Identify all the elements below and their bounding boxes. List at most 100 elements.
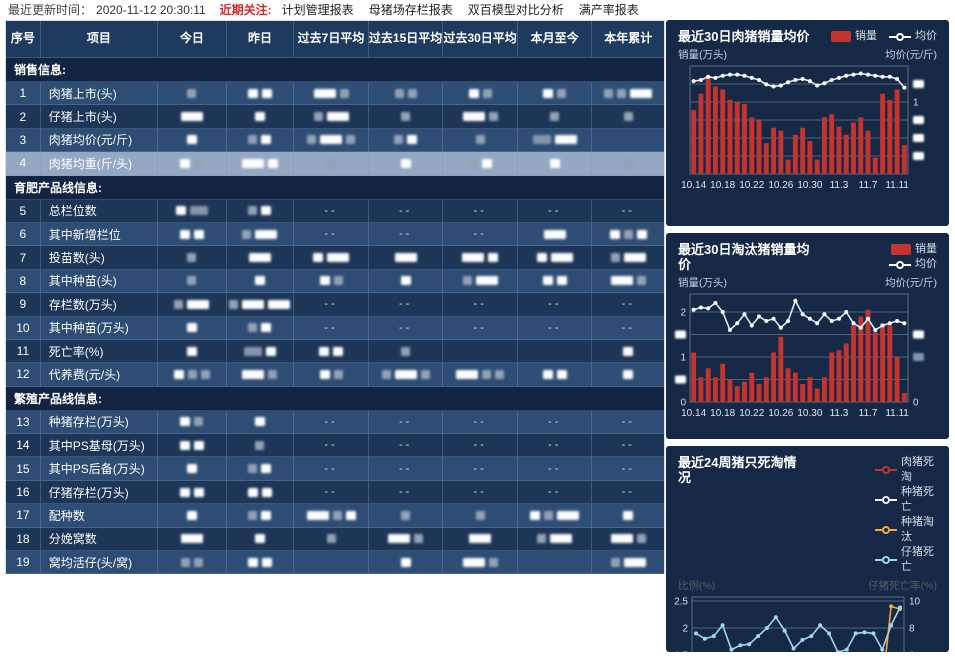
value-cell (517, 222, 593, 247)
legend-item-0[interactable]: 销量 (891, 242, 937, 257)
redacted-value (306, 510, 329, 520)
value-cell (592, 527, 665, 552)
table-row-13[interactable]: 13 种猪存栏(万头) -- -- -- -- -- (6, 410, 665, 435)
value-cell (517, 269, 593, 294)
redacted-value (610, 557, 620, 567)
table-row-7[interactable]: 7 投苗数(头) (6, 246, 665, 270)
table-row-14[interactable]: 14 其中PS基母(万头) -- -- -- -- -- (6, 434, 665, 458)
value-cell (517, 339, 593, 364)
redacted-dash: -- (324, 439, 338, 452)
topbar-link-2[interactable]: 双百模型对比分析 (467, 3, 564, 17)
redacted-value (394, 253, 417, 263)
table-row-16[interactable]: 16 仔猪存栏(万头) -- -- -- -- -- (6, 480, 665, 505)
redacted-value (549, 158, 560, 168)
value-cell (226, 105, 295, 129)
bar-line-chart[interactable]: 1 10.14 10.18 10.22 10.26 10.30 11.3 11.7 11.11 (666, 62, 949, 212)
row-label: 肉猪上市(头) (40, 82, 159, 106)
table-row-10[interactable]: 10 其中种苗(万头) -- -- -- -- -- (6, 316, 665, 340)
value-cell (158, 128, 227, 153)
table-row-11[interactable]: 11 死亡率(%) (6, 339, 665, 364)
svg-text:11.3: 11.3 (830, 408, 849, 419)
topbar-link-3[interactable]: 满产率报表 (578, 3, 639, 17)
value-cell: -- (517, 316, 593, 340)
redacted-value (187, 369, 197, 379)
topbar-link-0[interactable]: 计划管理报表 (281, 3, 354, 17)
redacted-value (254, 276, 265, 286)
value-cell (368, 105, 444, 129)
value-cell (368, 128, 444, 153)
table-row-15[interactable]: 15 其中PS后备(万头) -- -- -- -- -- (6, 457, 665, 481)
table-row-4[interactable]: 4 肉猪均重(斤/头) (6, 152, 665, 176)
legend-label: 肉猪死淘 (901, 456, 934, 483)
legend-label: 仔猪死亡 (901, 546, 934, 573)
row-label: 总栏位数 (40, 199, 159, 223)
row-number: 12 (6, 363, 41, 387)
redacted-dash: -- (621, 321, 635, 334)
value-cell: -- (294, 293, 369, 317)
legend-item-1[interactable]: 均价 (889, 257, 937, 272)
redacted-value (550, 253, 573, 263)
row-number: 10 (6, 316, 41, 340)
multiline-chart[interactable]: 2.5 10 2 8 1.5 6 (666, 593, 949, 652)
value-cell: -- (517, 480, 593, 505)
topbar-link-1[interactable]: 母猪场存栏报表 (368, 3, 453, 17)
legend-item-0[interactable]: 销量 (831, 29, 877, 44)
value-cell (517, 105, 593, 129)
table-row-9[interactable]: 9 存栏数(万头) -- -- -- -- -- (6, 293, 665, 317)
table-row-1[interactable]: 1 肉猪上市(头) (6, 82, 665, 106)
bar-line-chart[interactable]: 210 010.14 10.18 10.22 10.26 10.30 11.3 11.7 11.… (666, 290, 949, 439)
redacted-value (180, 112, 203, 122)
legend-item-1[interactable]: 种猪死亡 (875, 485, 937, 515)
row-label: 其中PS后备(万头) (40, 457, 159, 481)
redacted-dash: -- (473, 486, 487, 499)
redacted-value (394, 88, 404, 98)
legend-item-0[interactable]: 肉猪死淘 (875, 455, 937, 485)
legend-linedot-icon (875, 496, 897, 504)
table-row-12[interactable]: 12 代养费(元/头) (6, 363, 665, 387)
redacted-value (623, 369, 634, 379)
table-row-6[interactable]: 6 其中新增栏位 -- -- -- (6, 222, 665, 247)
table-row-18[interactable]: 18 分娩窝数 (6, 527, 665, 552)
svg-text:10.14: 10.14 (681, 408, 706, 419)
value-cell: -- (368, 410, 444, 435)
redacted-value (475, 135, 485, 145)
row-number: 5 (6, 199, 41, 223)
table-row-5[interactable]: 5 总栏位数 -- -- -- -- -- (6, 199, 665, 223)
table-row-8[interactable]: 8 其中种苗(头) (6, 269, 665, 294)
redacted-value (189, 206, 208, 216)
value-cell: -- (368, 199, 444, 223)
value-cell: -- (443, 316, 518, 340)
redacted-dash: -- (473, 321, 487, 334)
redacted-dash: -- (548, 439, 562, 452)
redacted-value (462, 557, 485, 567)
legend-item-2[interactable]: 种猪淘汰 (875, 515, 937, 545)
table-row-3[interactable]: 3 肉猪均价(元/斤) (6, 128, 665, 153)
column-header-5: 过去15日平均 (368, 21, 444, 58)
value-cell: -- (592, 293, 665, 317)
row-label: 其中PS基母(万头) (40, 434, 159, 458)
redacted-value (255, 229, 278, 239)
value-cell (158, 316, 227, 340)
value-cell: -- (294, 457, 369, 481)
redacted-value (475, 276, 498, 286)
redacted-value (339, 88, 349, 98)
value-cell (368, 82, 444, 106)
legend-item-1[interactable]: 均价 (889, 29, 937, 44)
value-cell (294, 527, 369, 552)
legend-item-3[interactable]: 仔猪死亡 (875, 545, 937, 575)
redacted-value (617, 88, 627, 98)
value-cell (226, 339, 295, 364)
redacted-value (261, 323, 272, 333)
table-row-17[interactable]: 17 配种数 (6, 504, 665, 528)
redacted-value (401, 112, 411, 122)
legend-linedot-icon (875, 466, 897, 474)
redacted-dash: -- (548, 321, 562, 334)
value-cell: -- (443, 293, 518, 317)
value-cell (443, 527, 518, 552)
redacted-value (193, 557, 203, 567)
table-row-2[interactable]: 2 仔猪上市(头) (6, 105, 665, 129)
value-cell: -- (443, 457, 518, 481)
redacted-value (401, 346, 411, 356)
topbar: 最近更新时间： 2020-11-12 20:30:11 近期关注: 计划管理报表… (8, 0, 955, 19)
svg-text:11.3: 11.3 (830, 180, 849, 191)
